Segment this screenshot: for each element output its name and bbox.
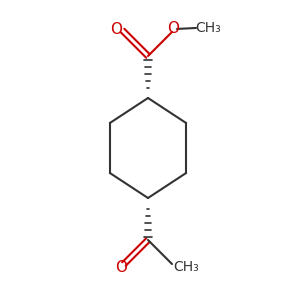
Text: CH₃: CH₃ xyxy=(195,21,221,35)
Text: CH₃: CH₃ xyxy=(173,260,199,274)
Text: O: O xyxy=(115,260,127,274)
Text: O: O xyxy=(110,22,122,37)
Text: O: O xyxy=(167,22,179,37)
